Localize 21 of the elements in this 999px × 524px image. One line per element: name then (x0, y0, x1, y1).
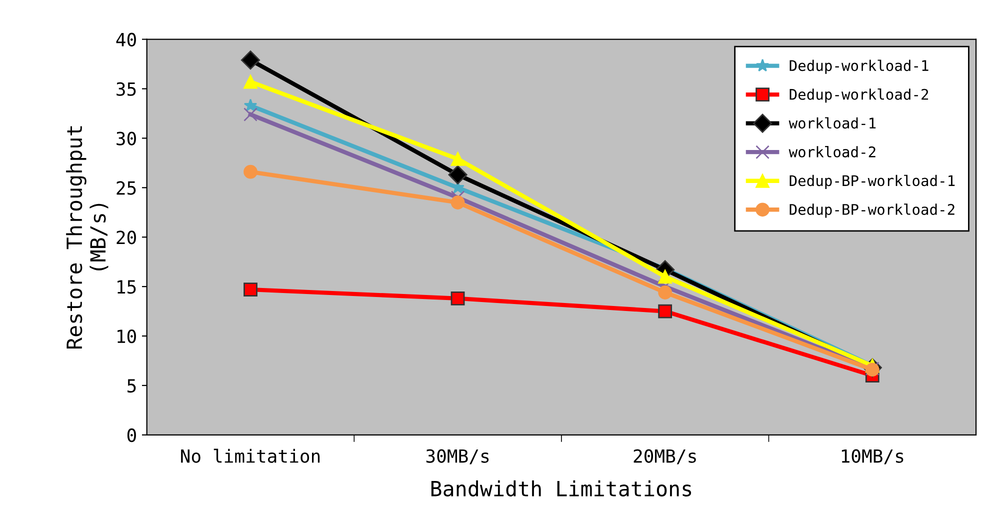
legend-label: Dedup-workload-1 (790, 60, 928, 74)
y-tick-label: 40 (116, 32, 136, 46)
legend-label: Dedup-workload-2 (790, 88, 928, 103)
y-tick-label: 15 (118, 280, 136, 294)
legend-label: Dedup-BP-workload-1 (790, 174, 955, 190)
y-tick-label: 30 (116, 132, 136, 146)
x-tick-label: 10MB/s (842, 449, 904, 464)
y-tick-label: 5 (128, 379, 136, 393)
x-axis-title: Bandwidth Limitations (431, 480, 692, 497)
y-tick-label: 35 (116, 82, 136, 96)
x-tick-label: 20MB/s (634, 449, 696, 464)
legend-label: workload-1 (788, 117, 876, 129)
x-tick-label: No limitation (181, 448, 320, 463)
legend-label: workload-2 (788, 146, 876, 158)
y-axis-title: Restore Throughput (MB/s) (66, 126, 108, 349)
y-tick-label: 0 (127, 428, 136, 442)
x-tick-label: 30MB/s (426, 449, 489, 464)
legend-label: Dedup-BP-workload-2 (790, 204, 954, 218)
y-tick-label: 10 (118, 330, 136, 344)
y-tick-label: 20 (116, 230, 136, 244)
y-tick-label: 25 (116, 181, 136, 195)
